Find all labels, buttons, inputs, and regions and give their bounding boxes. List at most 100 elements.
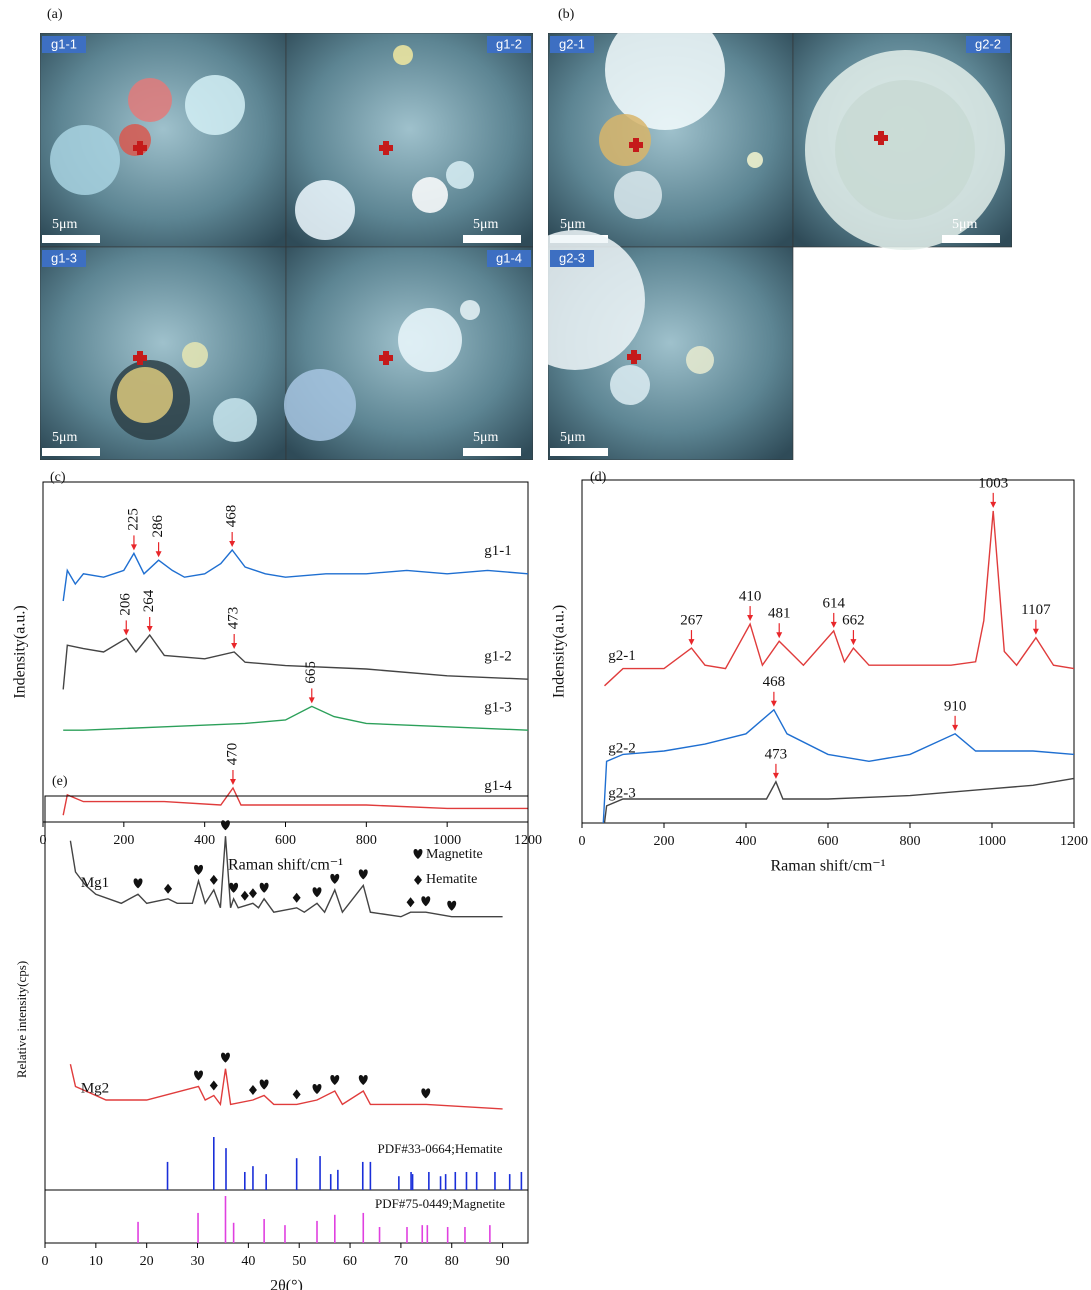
peak-arrowhead <box>131 544 137 550</box>
x-tick-label: 600 <box>275 833 296 848</box>
micrograph-particle <box>747 152 763 168</box>
peak-label: 1107 <box>1021 602 1051 618</box>
micrograph-particle <box>119 124 151 156</box>
series-label: Mg2 <box>81 1080 109 1096</box>
peak-arrowhead <box>156 551 162 557</box>
peak-label: 665 <box>303 661 319 684</box>
x-tick-label: 800 <box>900 834 921 849</box>
x-tick-label: 40 <box>241 1254 255 1269</box>
phase-marker <box>330 1075 339 1085</box>
spectrum-line <box>63 706 528 730</box>
y-axis-label: Indensity(a.u.) <box>551 605 568 698</box>
peak-label: 473 <box>765 746 788 762</box>
legend-symbol <box>414 875 422 885</box>
micrograph-particle <box>835 80 975 220</box>
peak-label: 267 <box>680 613 703 629</box>
x-tick-label: 1200 <box>1060 834 1088 849</box>
image-label: g1-3 <box>51 250 77 265</box>
series-label: g1-3 <box>484 700 512 716</box>
panel-label: (a) <box>47 7 63 22</box>
peak-arrowhead <box>831 622 837 628</box>
panel-label: (c) <box>50 470 66 485</box>
image-label: g2-1 <box>559 36 585 51</box>
micrograph <box>40 247 286 460</box>
x-tick-label: 90 <box>496 1254 510 1269</box>
spectrum-line <box>63 788 528 815</box>
peak-arrowhead <box>771 701 777 707</box>
peak-arrowhead <box>688 639 694 645</box>
phase-marker <box>260 883 269 893</box>
phase-marker <box>249 888 257 898</box>
phase-marker <box>313 887 322 897</box>
phase-marker <box>293 1089 301 1099</box>
peak-label: 225 <box>125 508 141 531</box>
plot-frame <box>43 482 528 822</box>
micrograph-particle <box>284 369 356 441</box>
peak-arrowhead <box>850 639 856 645</box>
phase-marker <box>241 891 249 901</box>
x-axis-label: Raman shift/cm⁻¹ <box>771 858 886 875</box>
phase-marker <box>249 1085 257 1095</box>
peak-arrowhead <box>776 632 782 638</box>
x-tick-label: 1000 <box>433 833 461 848</box>
scale-bar <box>42 235 100 243</box>
x-tick-label: 50 <box>292 1254 306 1269</box>
panel-label: (e) <box>52 774 68 789</box>
x-tick-label: 400 <box>736 834 757 849</box>
phase-marker <box>229 883 238 893</box>
scale-label: 5μm <box>473 430 499 445</box>
phase-marker <box>221 1053 230 1063</box>
x-tick-label: 1000 <box>978 834 1006 849</box>
micrograph-particle <box>185 75 245 135</box>
micrograph-particle <box>599 114 651 166</box>
scale-bar <box>463 448 521 456</box>
scale-bar <box>463 235 521 243</box>
series-label: g2-2 <box>608 741 636 757</box>
phase-marker <box>260 1079 269 1089</box>
scale-bar <box>942 235 1000 243</box>
micrograph-particle <box>614 171 662 219</box>
legend-symbol <box>414 849 423 859</box>
micrograph-particle <box>393 45 413 65</box>
phase-marker <box>293 893 301 903</box>
micrograph <box>793 33 1012 250</box>
y-axis-label: Relative intensity(cps) <box>14 961 29 1078</box>
phase-marker <box>210 875 218 885</box>
spectrum-line <box>603 710 1074 823</box>
peak-arrowhead <box>230 779 236 785</box>
y-axis-label: Indensity(a.u.) <box>12 605 29 698</box>
legend-label: Hematite <box>426 872 477 887</box>
phase-marker <box>421 1088 430 1098</box>
peak-label: 473 <box>226 607 242 630</box>
image-label: g1-2 <box>496 36 522 51</box>
phase-marker <box>359 869 368 879</box>
panel-label: (d) <box>590 470 607 485</box>
micrograph <box>505 230 793 460</box>
series-label: g1-4 <box>484 778 512 794</box>
image-label: g2-3 <box>559 250 585 265</box>
x-tick-label: 60 <box>343 1254 357 1269</box>
x-tick-label: 0 <box>42 1254 49 1269</box>
peak-arrowhead <box>1033 629 1039 635</box>
peak-label: 1003 <box>978 475 1008 491</box>
peak-label: 286 <box>150 514 166 537</box>
micrograph <box>40 33 286 247</box>
x-tick-label: 80 <box>445 1254 459 1269</box>
micrograph-particle <box>213 398 257 442</box>
micrograph <box>284 247 533 460</box>
peak-label: 481 <box>768 606 791 622</box>
x-tick-label: 200 <box>113 833 134 848</box>
x-axis-label: 2θ(°) <box>270 1278 303 1290</box>
phase-marker <box>164 884 172 894</box>
micrograph-particle <box>128 78 172 122</box>
peak-label: 410 <box>739 588 762 604</box>
micrograph-particle <box>182 342 208 368</box>
image-label: g1-4 <box>496 250 522 265</box>
panel-label: (b) <box>558 7 575 22</box>
phase-marker <box>210 1080 218 1090</box>
x-tick-label: 400 <box>194 833 215 848</box>
peak-label: 470 <box>224 743 240 766</box>
reference-label: PDF#33-0664;Hematite <box>378 1141 503 1156</box>
phase-marker <box>194 1071 203 1081</box>
peak-arrowhead <box>990 502 996 508</box>
